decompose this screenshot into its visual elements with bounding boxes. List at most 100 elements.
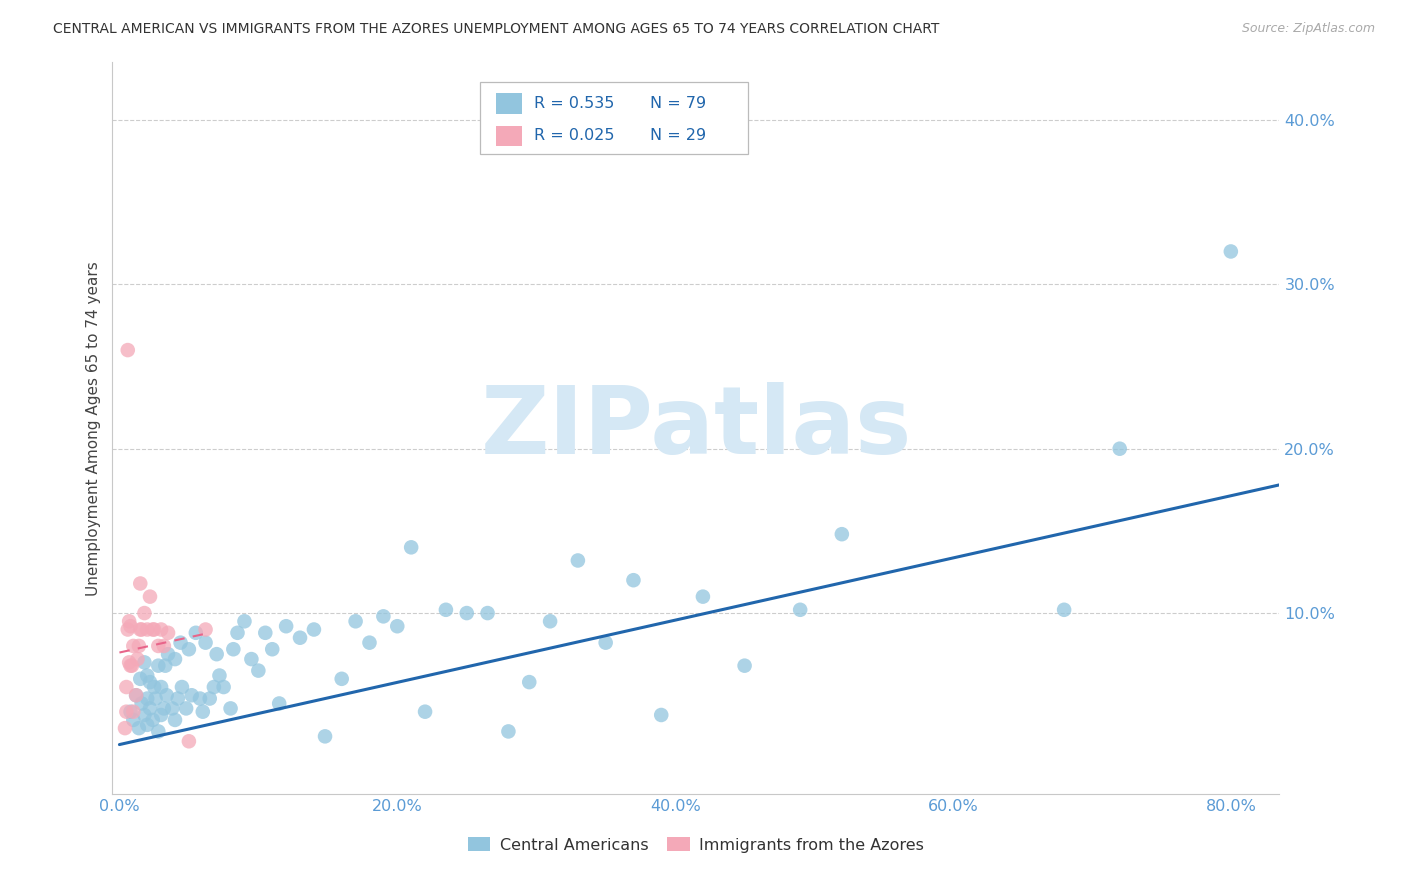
Point [205,647,228,661]
Point [166,691,188,706]
Point [623,573,645,587]
Point [156,688,179,702]
Point [143,680,166,694]
Point [115,680,138,694]
Point [202,680,225,694]
Point [222,642,245,657]
Text: N = 29: N = 29 [651,128,707,144]
Point [456,606,478,620]
Point [177,642,200,657]
Point [208,668,231,682]
Point [262,642,284,657]
Point [128,721,150,735]
Point [276,619,298,633]
Point [129,623,152,637]
Point [174,701,197,715]
Point [115,705,138,719]
Point [1108,442,1130,456]
Point [145,691,167,706]
Point [136,668,159,682]
Point [148,639,170,653]
Point [118,656,141,670]
Point [136,691,159,706]
Point [122,639,145,653]
Point [399,541,422,555]
Point [180,688,202,702]
Point [567,553,589,567]
Text: Source: ZipAtlas.com: Source: ZipAtlas.com [1241,22,1375,36]
Point [114,721,136,735]
Point [131,697,153,711]
Point [314,730,336,744]
Point [1053,603,1076,617]
Bar [496,126,522,146]
Point [117,623,139,637]
Point [247,664,270,678]
Point [734,658,756,673]
Point [789,603,811,617]
Point [125,688,148,702]
Point [121,658,143,673]
Point [139,590,162,604]
Point [413,705,436,719]
Point [150,680,173,694]
Point [219,701,242,715]
Point [157,625,180,640]
Point [120,619,142,633]
Point [117,343,139,357]
Text: R = 0.535: R = 0.535 [534,96,614,112]
Bar [496,94,522,114]
Point [118,615,141,629]
Point [160,701,183,715]
Point [157,647,180,661]
Point [240,652,263,666]
Y-axis label: Unemployment Among Ages 65 to 74 years: Unemployment Among Ages 65 to 74 years [86,260,101,596]
Point [212,680,235,694]
Point [139,675,162,690]
Point [122,705,145,719]
Point [188,691,211,706]
Point [139,701,162,715]
Point [155,658,177,673]
Point [233,615,256,629]
Point [129,672,152,686]
Point [359,635,381,649]
Point [122,713,145,727]
Legend: Central Americans, Immigrants from the Azores: Central Americans, Immigrants from the A… [461,830,931,859]
Point [134,656,156,670]
Point [150,708,173,723]
Point [198,691,221,706]
Point [134,708,156,723]
Point [148,724,170,739]
Point [142,713,165,727]
Point [477,606,499,620]
Point [136,718,159,732]
Point [120,705,142,719]
Point [595,635,617,649]
Point [373,609,395,624]
Point [498,724,520,739]
Point [692,590,714,604]
Point [177,734,200,748]
Point [153,701,176,715]
Text: ZIPatlas: ZIPatlas [481,382,911,475]
Point [153,639,176,653]
Point [129,576,152,591]
Text: R = 0.025: R = 0.025 [534,128,614,144]
Point [330,672,353,686]
Point [194,623,217,637]
Bar [479,82,748,153]
Point [344,615,367,629]
Point [387,619,409,633]
Point [169,635,191,649]
Point [134,606,156,620]
Text: N = 79: N = 79 [651,96,707,112]
Point [831,527,853,541]
Point [150,623,173,637]
Point [538,615,561,629]
Point [127,652,149,666]
Point [128,639,150,653]
Point [163,652,186,666]
Point [163,713,186,727]
Point [517,675,540,690]
